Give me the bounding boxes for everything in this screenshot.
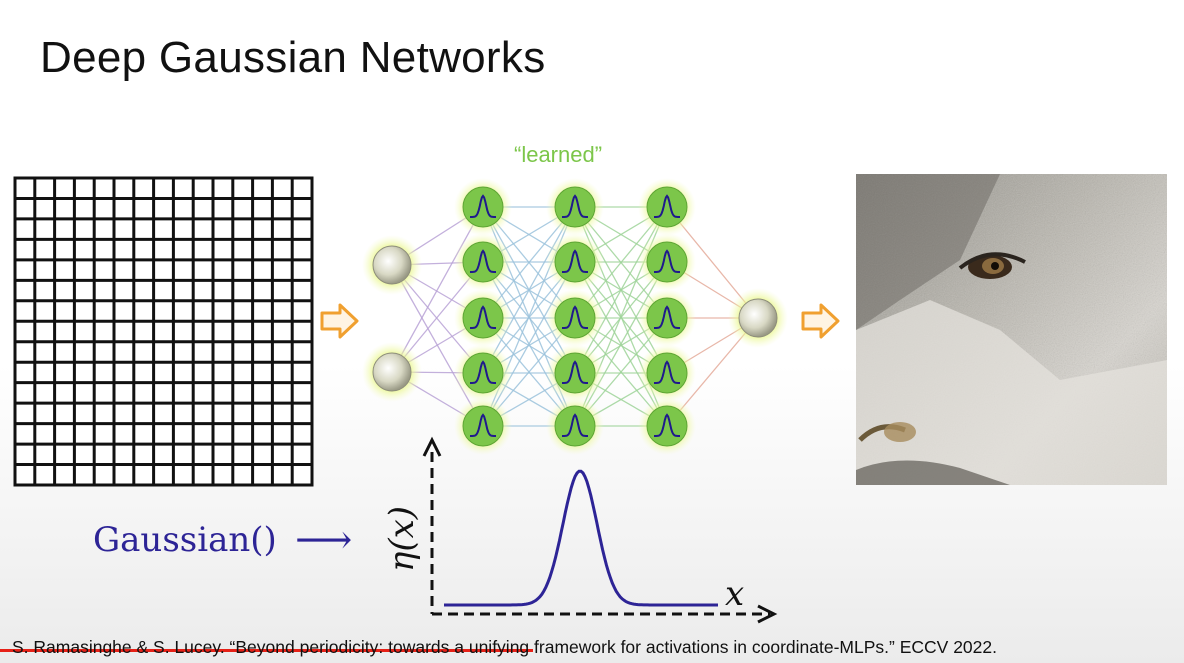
gaussian-curve-icon — [654, 305, 680, 329]
gaussian-node — [462, 241, 504, 283]
gaussian-function-label: Gaussian() — [93, 520, 277, 560]
gaussian-curve-icon — [654, 413, 680, 437]
citation: S. Ramasinghe & S. Lucey. “Beyond period… — [12, 637, 997, 657]
gaussian-node — [554, 297, 596, 339]
gaussian-node — [554, 186, 596, 228]
plot-axes — [422, 436, 778, 624]
gaussian-curve-icon — [562, 360, 588, 384]
video-progress-bar[interactable] — [0, 649, 533, 652]
grid-icon — [13, 176, 314, 487]
gaussian-curve-icon — [562, 249, 588, 273]
wolf-image — [856, 174, 1167, 485]
long-arrow-right-icon: ⟶ — [295, 517, 353, 563]
gaussian-curve-icon — [470, 305, 496, 329]
gaussian-curve-icon — [470, 413, 496, 437]
gaussian-curve-icon — [470, 194, 496, 218]
input-node — [372, 352, 412, 392]
gaussian-node — [646, 352, 688, 394]
gaussian-curve-icon — [470, 249, 496, 273]
network-nodes — [362, 178, 788, 455]
input-node — [372, 245, 412, 285]
y-axis-label: η(x) — [382, 505, 422, 573]
gaussian-node — [462, 405, 504, 447]
gaussian-node — [462, 186, 504, 228]
gaussian-node — [462, 352, 504, 394]
gaussian-node — [554, 405, 596, 447]
gaussian-node — [646, 241, 688, 283]
learned-label: “learned” — [514, 142, 603, 167]
gaussian-curve-icon — [654, 249, 680, 273]
slide-title: Deep Gaussian Networks — [40, 33, 546, 82]
gaussian-curve-icon — [562, 413, 588, 437]
gaussian-curve — [444, 469, 718, 607]
output-node — [738, 298, 778, 338]
gaussian-curve-icon — [562, 194, 588, 218]
arrow-right-icon — [801, 303, 840, 339]
gaussian-curve-icon — [562, 305, 588, 329]
gaussian-node — [554, 241, 596, 283]
gaussian-curve-icon — [470, 360, 496, 384]
gaussian-curve-icon — [654, 194, 680, 218]
gaussian-curve-icon — [654, 360, 680, 384]
gaussian-node — [646, 186, 688, 228]
gaussian-node — [646, 297, 688, 339]
gaussian-node — [462, 297, 504, 339]
arrow-right-icon — [320, 303, 359, 339]
x-axis-label: x — [725, 574, 745, 614]
gaussian-node — [554, 352, 596, 394]
gaussian-node — [646, 405, 688, 447]
